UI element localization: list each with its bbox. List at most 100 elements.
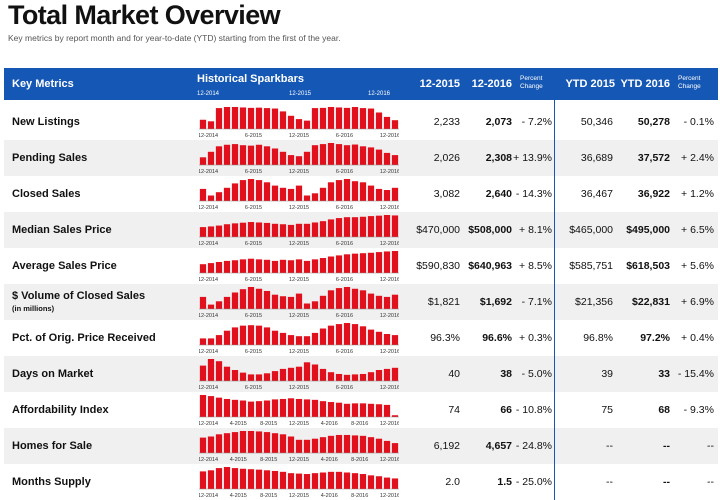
sparkbar-tick-label: 12-2015 (289, 385, 309, 391)
sparkbar (391, 443, 399, 453)
sparkbar (239, 372, 247, 381)
value-ytd-2016: 50,278 (637, 116, 670, 128)
sparkbar (311, 473, 319, 489)
sparkbar (239, 289, 247, 309)
sparkbar (343, 374, 351, 381)
sparkbar-chart: 12-2014 6-2015 12-2015 6-2016 12-2016 (199, 251, 399, 283)
header-tick-3: 12-2016 (368, 91, 391, 97)
sparkbar-tick-label: 8-2015 (260, 457, 277, 463)
sparkbar (327, 402, 335, 417)
sparkbar (351, 144, 359, 165)
sparkbar (287, 335, 295, 345)
sparkbar (287, 260, 295, 273)
sparkbar (351, 473, 359, 489)
sparkbar (391, 335, 399, 345)
sparkbar (319, 221, 327, 237)
sparkbar (383, 404, 391, 417)
sparkbar (279, 434, 287, 453)
header-pct1: Percent Change (520, 75, 543, 90)
sparkbar (335, 288, 343, 309)
sparkbar-tick-label: 4-2015 (230, 493, 247, 499)
sparkbar (383, 334, 391, 345)
value-ytd-2016: $495,000 (626, 224, 670, 236)
sparkbar-tick-label: 4-2016 (321, 421, 338, 427)
sparkbar (215, 225, 223, 237)
sparkbar (215, 361, 223, 381)
sparkbar (223, 467, 231, 489)
sparkbar (271, 371, 279, 381)
sparkbar (223, 366, 231, 381)
metric-sublabel: (in millions) (12, 304, 55, 313)
percent-change-month: + 13.9% (513, 152, 552, 164)
value-12-2015: 6,192 (433, 440, 460, 452)
sparkbar (311, 259, 319, 273)
sparkbar (255, 401, 263, 417)
percent-change-ytd: - 15.4% (677, 368, 714, 380)
value-12-2016: 2,073 (485, 116, 512, 128)
sparkbar (343, 472, 351, 489)
sparkbar (367, 372, 375, 381)
sparkbar (247, 469, 255, 489)
sparkbar (239, 400, 247, 417)
sparkbar (263, 108, 271, 129)
sparkbar (279, 471, 287, 489)
page-subtitle: Key metrics by report month and for year… (8, 33, 341, 43)
sparkbar (287, 224, 295, 237)
percent-change-month: + 0.3% (519, 332, 552, 344)
sparkbar-tick-label: 6-2016 (336, 313, 353, 319)
sparkbar (223, 144, 231, 165)
sparkbar (255, 259, 263, 273)
sparkbar (255, 469, 263, 489)
sparkbar (223, 187, 231, 201)
sparkbar-tick-label: 6-2015 (245, 277, 262, 283)
sparkbar-tick-label: 12-2015 (289, 313, 309, 319)
sparkbar (327, 143, 335, 165)
sparkbar (375, 295, 383, 309)
sparkbar (239, 222, 247, 237)
value-ytd-2016: $618,503 (626, 260, 670, 272)
sparkbar (359, 108, 367, 129)
percent-change-month: - 5.0% (521, 368, 552, 380)
sparkbar (367, 329, 375, 345)
table-row: Closed Sales 12-2014 6-2015 12-2015 6-2016 12… (4, 176, 718, 212)
sparkbar (383, 251, 391, 273)
sparkbar (247, 107, 255, 129)
sparkbar-chart: 12-2014 6-2015 12-2015 6-2016 12-2016 (199, 323, 399, 355)
sparkbar (335, 107, 343, 129)
sparkbar-tick-label: 12-2016 (380, 277, 399, 283)
sparkbar (263, 400, 271, 417)
sparkbar (319, 472, 327, 489)
sparkbar (311, 399, 319, 417)
sparkbar (239, 107, 247, 129)
sparkbar (391, 155, 399, 165)
sparkbar (287, 398, 295, 417)
sparkbar (207, 338, 215, 345)
sparkbar-tick-label: 8-2015 (260, 421, 277, 427)
metric-label: Closed Sales (12, 188, 81, 200)
header-pct2: Percent Change (678, 75, 701, 90)
sparkbar (319, 328, 327, 345)
sparkbar-tick-label: 8-2016 (351, 493, 368, 499)
sparkbar (287, 367, 295, 381)
sparkbar (199, 296, 207, 309)
metric-label: Affordability Index (12, 404, 109, 416)
sparkbar-tick-label: 8-2015 (260, 493, 277, 499)
value-12-2015: 2.0 (445, 476, 460, 488)
metric-label: Pending Sales (12, 152, 88, 164)
sparkbar (247, 222, 255, 237)
sparkbar (271, 185, 279, 201)
sparkbar (295, 398, 303, 417)
sparkbar (279, 224, 287, 237)
sparkbar (359, 216, 367, 237)
sparkbar (383, 477, 391, 489)
sparkbar (391, 415, 399, 417)
sparkbar (199, 227, 207, 237)
sparkbar (319, 144, 327, 165)
sparkbar (271, 108, 279, 129)
value-12-2016: $1,692 (479, 296, 512, 308)
sparkbar (319, 258, 327, 273)
sparkbar (367, 252, 375, 273)
sparkbar-tick-label: 6-2015 (245, 133, 262, 139)
sparkbar-tick-label: 12-2016 (380, 241, 399, 247)
sparkbar (343, 254, 351, 273)
